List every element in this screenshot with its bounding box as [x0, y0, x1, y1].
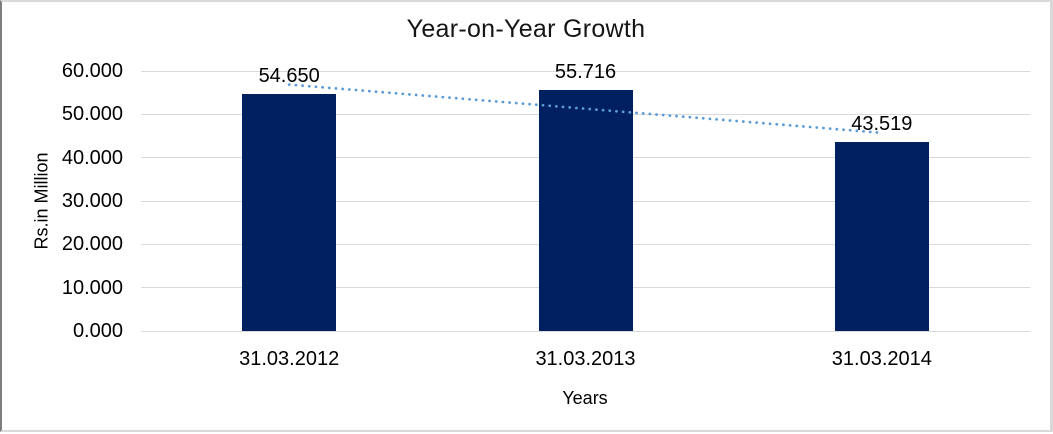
- chart-title: Year-on-Year Growth: [406, 15, 646, 43]
- data-label: 43.519: [851, 113, 913, 136]
- y-tick-label: 40.000: [61, 146, 123, 169]
- data-label: 55.716: [554, 60, 617, 83]
- x-tick-label: 31.03.2013: [535, 348, 636, 370]
- data-label: 54.650: [258, 65, 320, 88]
- bar: [834, 142, 929, 331]
- y-tick-label: 50.000: [61, 103, 123, 126]
- x-axis-title: Years: [562, 388, 608, 408]
- bar: [242, 94, 337, 331]
- y-tick-label: 20.000: [61, 233, 123, 256]
- x-tick-label: 31.03.2014: [831, 348, 932, 370]
- y-tick-label: 60.000: [61, 60, 123, 82]
- y-tick-label: 10.000: [61, 276, 123, 299]
- x-tick-label: 31.03.2012: [239, 348, 340, 370]
- y-tick-label: 30.000: [61, 190, 123, 212]
- gridline: [141, 70, 1030, 72]
- y-tick-label: 0.000: [72, 320, 123, 342]
- gridline: [141, 330, 1030, 332]
- bar: [538, 89, 633, 331]
